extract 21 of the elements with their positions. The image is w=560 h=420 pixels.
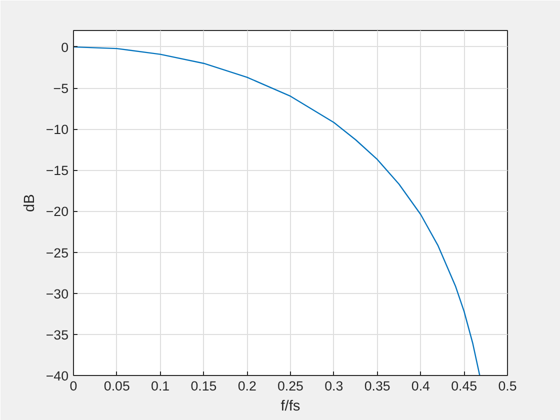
y-tick-label: −20 bbox=[46, 204, 68, 220]
y-tick-label: −5 bbox=[53, 81, 69, 96]
x-tick-label: 0.45 bbox=[451, 378, 478, 394]
x-tick-label: 0.05 bbox=[104, 378, 130, 394]
x-tick-label: 0.1 bbox=[151, 378, 170, 394]
y-tick-label: −30 bbox=[46, 286, 68, 302]
y-axis-title: dB bbox=[22, 194, 38, 212]
y-tick-label: −10 bbox=[46, 122, 68, 138]
x-tick-label: 0.35 bbox=[364, 378, 390, 394]
x-tick-label: 0.5 bbox=[498, 378, 517, 394]
x-tick-label: 0.25 bbox=[278, 378, 304, 394]
y-tick-label: −35 bbox=[46, 327, 68, 342]
y-tick-label: −15 bbox=[46, 163, 68, 178]
y-tick-label: 0 bbox=[61, 40, 69, 55]
x-tick-label: 0.3 bbox=[324, 378, 344, 394]
x-tick-label: 0.4 bbox=[411, 378, 431, 394]
y-tick-label: −40 bbox=[46, 368, 68, 384]
y-tick-label: −25 bbox=[46, 245, 68, 260]
x-tick-label: 0.15 bbox=[190, 378, 217, 394]
x-axis-title: f/fs bbox=[280, 398, 300, 414]
x-tick-label: 0.2 bbox=[238, 378, 256, 394]
